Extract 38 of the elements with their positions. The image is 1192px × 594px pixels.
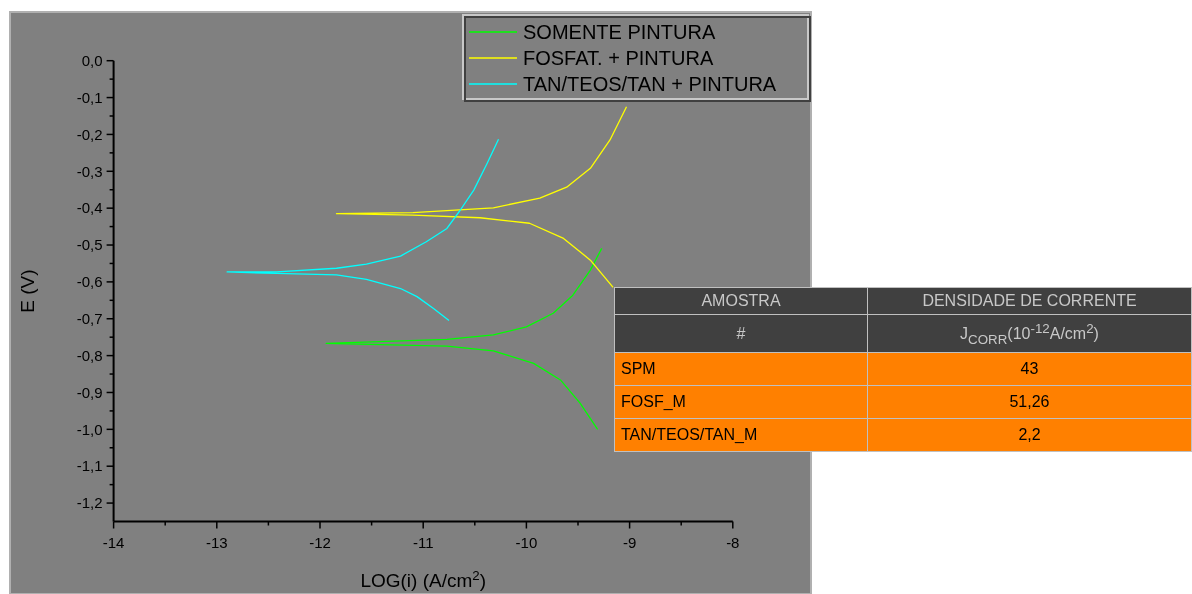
legend-label: SOMENTE PINTURA bbox=[523, 21, 716, 43]
x-tick-label: -13 bbox=[205, 533, 228, 551]
y-tick-label: -1,2 bbox=[76, 494, 103, 512]
y-tick-label: -0,1 bbox=[76, 88, 103, 106]
category-label: SPM bbox=[614, 352, 868, 386]
legend-label: TAN/TEOS/TAN + PINTURA bbox=[523, 73, 777, 95]
y-tick-label: -1,1 bbox=[76, 457, 103, 475]
x-tick-label: -8 bbox=[726, 533, 740, 551]
x-tick-label: -9 bbox=[622, 533, 637, 551]
y-axis-title: E (V) bbox=[17, 269, 38, 313]
y-tick-label: -0,4 bbox=[76, 199, 103, 217]
y-tick-label: 0,0 bbox=[81, 51, 103, 69]
y-tick-label: -0,3 bbox=[76, 162, 103, 180]
y-tick-label: -0,8 bbox=[76, 346, 103, 364]
annotation: AMOSTRA bbox=[614, 287, 868, 315]
text: 43 bbox=[1020, 360, 1039, 377]
text: # bbox=[614, 314, 868, 353]
y-tick-label: -0,6 bbox=[76, 273, 103, 291]
text: 51,26 bbox=[1009, 393, 1050, 410]
y-tick-label: -0,2 bbox=[76, 125, 103, 143]
legend-label: FOSFAT. + PINTURA bbox=[523, 47, 714, 69]
x-tick-label: -12 bbox=[309, 533, 331, 551]
y-tick-label: -0,5 bbox=[76, 236, 103, 254]
text: DENSIDADE DE CORRENTE bbox=[867, 287, 1192, 315]
y-tick-label: -0,7 bbox=[76, 310, 103, 327]
y-tick-label: -0,9 bbox=[76, 383, 103, 401]
y-tick-label: -1,0 bbox=[76, 420, 103, 438]
x-axis-title: LOG(i) (A/cm$^{2}$) bbox=[360, 567, 487, 591]
x-tick-label: -14 bbox=[102, 533, 125, 551]
line-series bbox=[335, 106, 628, 289]
text: J$_{CORR}$(10$^{-12}$A/cm$^{2}$) bbox=[867, 314, 1192, 353]
category-label: TAN/TEOS/TAN_M bbox=[614, 418, 868, 452]
x-tick-label: -10 bbox=[515, 533, 538, 551]
x-tick-label: -11 bbox=[412, 533, 434, 551]
text: 2,2 bbox=[1018, 426, 1041, 443]
category-label: FOSF_M bbox=[614, 385, 868, 419]
line-series bbox=[325, 247, 603, 430]
line-series bbox=[226, 138, 500, 322]
